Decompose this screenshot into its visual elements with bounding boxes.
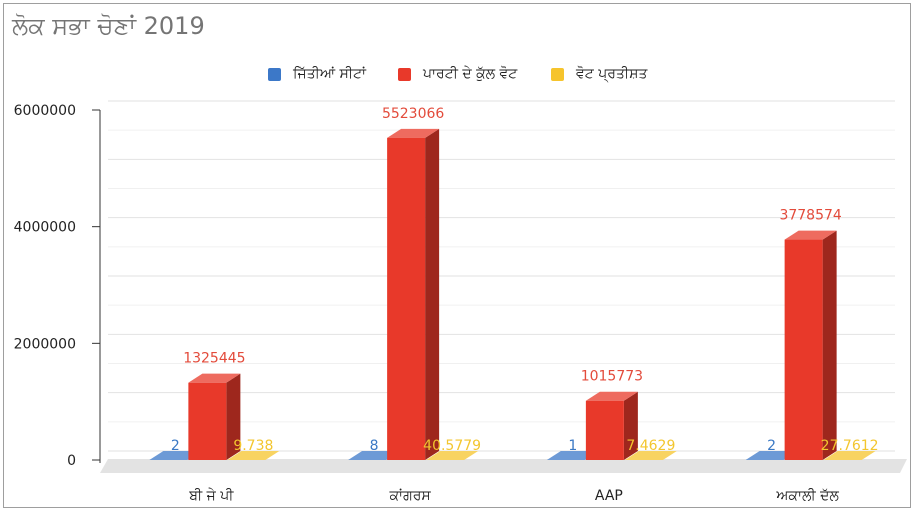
data-label: 1015773 [581, 369, 643, 385]
floor-plane [100, 459, 907, 473]
bar-side [861, 450, 876, 460]
legend-label-vote-percent: ਵੋਟ ਪ੍ਰਤੀਸ਼ਤ [576, 66, 648, 82]
category-labels: ਬੀ ਜੇ ਪੀ ਕਾਂਗਰਸ AAP ਅਕਾਲੀ ਦੱਲ [188, 488, 839, 504]
legend-swatch-total-votes [398, 67, 411, 81]
y-tick-label: 2000000 [14, 336, 76, 352]
bar[interactable] [784, 239, 823, 460]
y-tick-label: 4000000 [14, 220, 76, 236]
bar-side [265, 450, 280, 460]
data-label: 40.5779 [423, 438, 481, 454]
legend-swatch-seats [268, 67, 281, 81]
bar-top [227, 450, 280, 460]
data-label: 1 [568, 438, 577, 454]
category-label: ਬੀ ਜੇ ਪੀ [188, 488, 234, 504]
legend-item-seats[interactable]: ਜਿੱਤੀਆਂ ਸੀਟਾਂ [268, 62, 366, 86]
legend-item-total-votes[interactable]: ਪਾਰਟੀ ਦੇ ਕੁੱਲ ਵੋਟ [398, 62, 517, 86]
category-label: AAP [595, 488, 623, 504]
y-axis: 0 2000000 4000000 6000000 [14, 103, 101, 469]
data-label: 5523066 [382, 106, 444, 122]
legend-label-seats: ਜਿੱਤੀਆਂ ਸੀਟਾਂ [293, 66, 367, 82]
bar-top [387, 128, 440, 138]
bar-side [425, 128, 440, 460]
legend-label-total-votes: ਪਾਰਟੀ ਦੇ ਕੁੱਲ ਵੋਟ [423, 66, 518, 82]
data-label: 2 [171, 438, 180, 454]
category-label: ਅਕਾਲੀ ਦੱਲ [775, 488, 839, 504]
bar-top [624, 450, 677, 460]
bar-top [823, 450, 876, 460]
bar[interactable] [188, 382, 227, 460]
legend-item-vote-percent[interactable]: ਵੋਟ ਪ੍ਰਤੀਸ਼ਤ [551, 62, 647, 86]
data-label: 2 [767, 438, 776, 454]
bar-side [822, 230, 837, 460]
data-label: 7.4629 [626, 438, 675, 454]
bar-side [623, 391, 638, 460]
chart-frame [3, 3, 911, 508]
chart-legend: ਜਿੱਤੀਆਂ ਸੀਟਾਂ ਪਾਰਟੀ ਦੇ ਕੁੱਲ ਵੋਟ ਵੋਟ ਪ੍ਰਤ… [0, 62, 918, 86]
bar-side [464, 450, 479, 460]
data-label: 9.738 [233, 438, 273, 454]
bar[interactable] [585, 400, 624, 460]
bar-side [662, 450, 677, 460]
data-label: 8 [370, 438, 379, 454]
data-label: 27.7612 [821, 438, 879, 454]
data-labels: 2 1325445 9.738 8 5523066 40.5779 1 1015773 7.46… [171, 106, 879, 454]
y-tick-label: 0 [67, 453, 76, 469]
data-label: 3778574 [779, 208, 841, 224]
category-label: ਕਾਂਗਰਸ [388, 488, 431, 504]
bars [149, 128, 876, 460]
bar-top [426, 450, 479, 460]
bar-top [188, 373, 241, 383]
legend-swatch-vote-percent [551, 67, 564, 81]
bar-side [226, 373, 241, 460]
chart-floor [100, 459, 907, 473]
data-label: 1325445 [183, 351, 245, 367]
chart-title: ਲੋਕ ਸਭਾ ਚੋਣਾਂ 2019 [12, 12, 205, 40]
bar-top [784, 230, 837, 240]
y-tick-label: 6000000 [14, 103, 76, 119]
bar[interactable] [387, 137, 426, 460]
bar-top [585, 391, 638, 401]
